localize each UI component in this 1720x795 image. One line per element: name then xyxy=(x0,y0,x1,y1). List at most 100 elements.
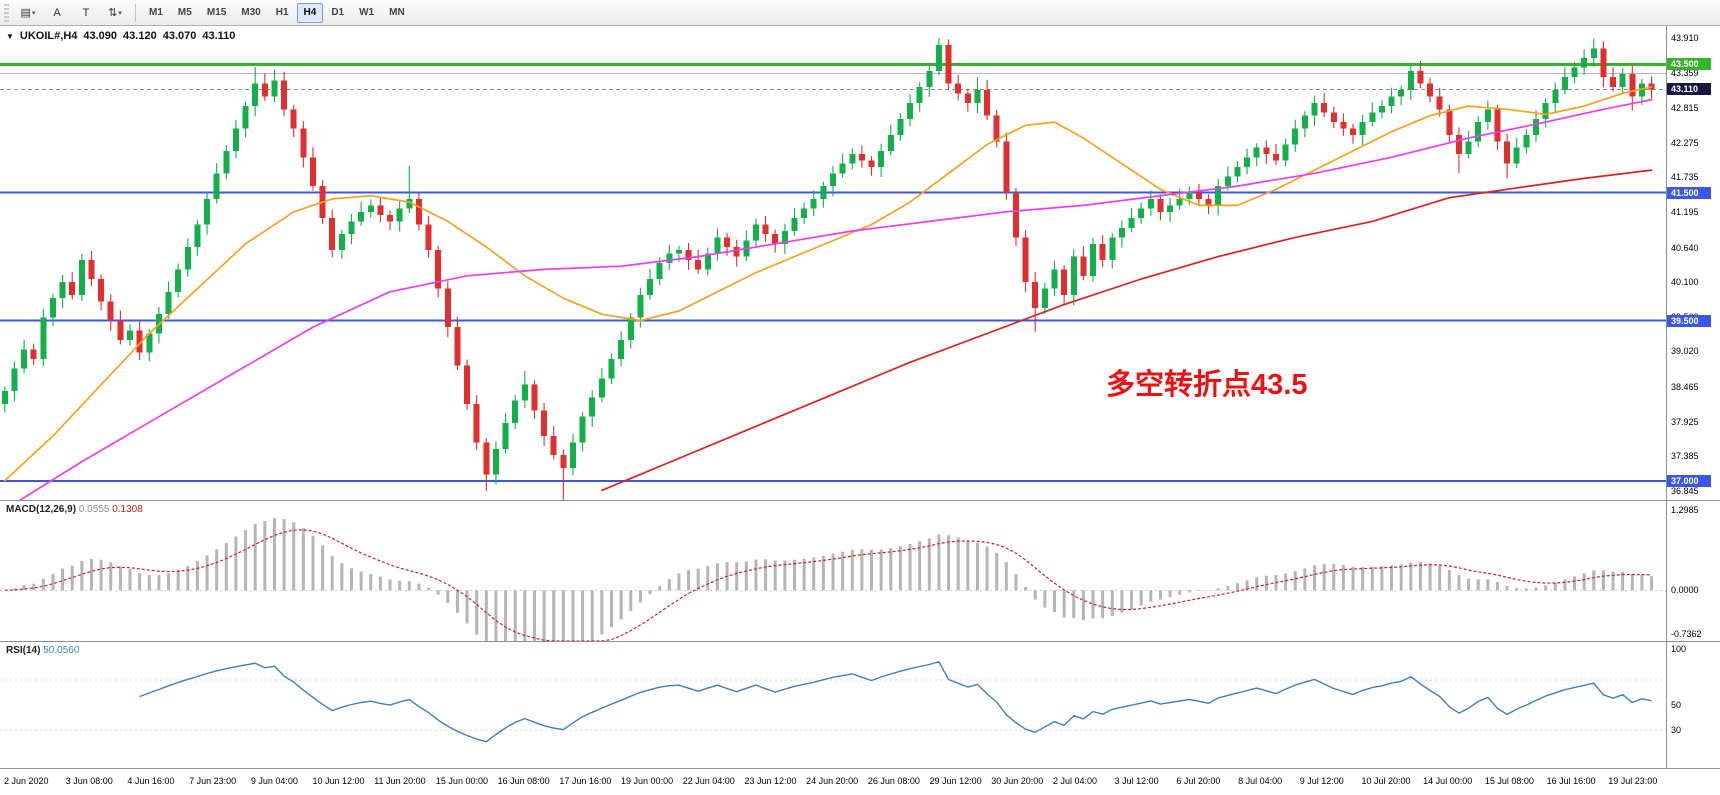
candle xyxy=(1109,233,1115,269)
candle xyxy=(445,281,451,337)
candle xyxy=(1427,78,1433,103)
timeframe-button-d1[interactable]: D1 xyxy=(324,3,351,23)
time-tick-label: 10 Jun 12:00 xyxy=(313,776,365,786)
text-annotation-icon[interactable]: A xyxy=(43,2,71,24)
candle xyxy=(1157,194,1163,220)
candle-body xyxy=(1032,282,1038,308)
timeframe-button-m30[interactable]: M30 xyxy=(234,3,267,23)
candle xyxy=(705,247,711,275)
candle xyxy=(618,331,624,366)
price-axis[interactable]: 43.91043.35942.81542.27541.73541.19540.6… xyxy=(1666,26,1720,501)
candle-body xyxy=(936,45,942,71)
candle xyxy=(300,121,306,167)
candle-body xyxy=(1523,135,1529,148)
candle-body xyxy=(1302,116,1308,129)
chart-objects-icon[interactable]: ▤▾ xyxy=(14,2,42,24)
time-axis[interactable]: 2 Jun 20203 Jun 08:004 Jun 16:007 Jun 23… xyxy=(0,769,1720,795)
candle-body xyxy=(695,260,701,270)
candle-body xyxy=(1090,244,1096,276)
collapse-triangle-icon[interactable]: ▼ xyxy=(6,32,14,41)
candle xyxy=(772,230,778,253)
candle xyxy=(695,250,701,274)
candle-body xyxy=(580,417,586,443)
candle-body xyxy=(31,349,37,359)
candle-body xyxy=(69,282,75,295)
candle-body xyxy=(1475,122,1481,141)
text-label-icon[interactable]: T xyxy=(72,2,100,24)
candle-body xyxy=(271,80,277,96)
candle xyxy=(1504,134,1510,178)
candle xyxy=(734,240,740,267)
toolbar-separator xyxy=(135,4,136,22)
macd-chart xyxy=(0,501,1666,641)
candle xyxy=(271,70,277,103)
rsi-axis[interactable]: 1005030 xyxy=(1666,642,1720,769)
rsi-tick-label: 100 xyxy=(1671,644,1686,654)
candle xyxy=(878,144,884,177)
candle-body xyxy=(657,263,663,279)
candle xyxy=(897,113,903,141)
candle-body xyxy=(1023,237,1029,282)
timeframe-button-m5[interactable]: M5 xyxy=(171,3,199,23)
timeframe-button-h1[interactable]: H1 xyxy=(269,3,296,23)
candle xyxy=(811,190,817,216)
main-chart-pane[interactable]: ▼ UKOIL#,H4 43.090 43.120 43.070 43.110 … xyxy=(0,26,1666,501)
rsi-value: 50.0560 xyxy=(43,645,79,656)
candle xyxy=(791,208,797,235)
candle xyxy=(917,82,923,111)
candle xyxy=(820,182,826,208)
candle xyxy=(406,166,412,213)
candle-body xyxy=(1398,90,1404,96)
macd-tick-label: 0.0000 xyxy=(1671,585,1699,595)
toolbar-grip[interactable] xyxy=(4,4,9,22)
close-value: 43.110 xyxy=(202,30,235,42)
candle-body xyxy=(1533,119,1539,135)
timeframe-button-h4[interactable]: H4 xyxy=(297,3,324,23)
time-tick-label: 11 Jun 20:00 xyxy=(374,776,425,786)
candle xyxy=(1389,88,1395,114)
candle-body xyxy=(1234,167,1240,177)
candle-body xyxy=(1466,141,1472,154)
candle-body xyxy=(926,71,932,87)
price-tick-label: 36.845 xyxy=(1671,486,1699,496)
rsi-label: RSI(14) 50.0560 xyxy=(6,645,79,656)
candle-body xyxy=(1051,269,1057,288)
candle-body xyxy=(483,442,489,474)
timeframe-button-m1[interactable]: M1 xyxy=(142,3,170,23)
candle xyxy=(21,339,27,373)
timeframe-button-m15[interactable]: M15 xyxy=(200,3,233,23)
time-tick-label: 3 Jun 08:00 xyxy=(66,776,113,786)
candle-body xyxy=(1206,199,1212,205)
candle xyxy=(204,192,210,235)
annotation-text[interactable]: 多空转折点43.5 xyxy=(1106,367,1307,401)
candle-body xyxy=(204,199,210,225)
price-tick-label: 41.735 xyxy=(1671,172,1699,182)
candle xyxy=(599,368,605,402)
candle xyxy=(1292,120,1298,152)
candle-body xyxy=(464,365,470,403)
price-tick-label: 41.195 xyxy=(1671,207,1699,217)
macd-axis[interactable]: 1.29850.0000-0.7362 xyxy=(1666,501,1720,642)
scale-arrows-icon[interactable]: ⇅▾ xyxy=(101,2,129,24)
timeframe-button-w1[interactable]: W1 xyxy=(352,3,381,23)
candle xyxy=(397,201,403,231)
candle xyxy=(1100,235,1106,267)
candle xyxy=(1071,249,1077,305)
candle-body xyxy=(175,269,181,291)
macd-pane[interactable]: MACD(12,26,9) 0.0555 0.1308 xyxy=(0,501,1666,642)
candle xyxy=(98,275,104,311)
price-badge-43.500: 43.500 xyxy=(1667,58,1711,70)
candle-body xyxy=(1379,106,1385,112)
candle xyxy=(310,147,316,190)
candle xyxy=(869,156,875,176)
rsi-pane[interactable]: RSI(14) 50.0560 xyxy=(0,642,1666,769)
timeframe-button-mn[interactable]: MN xyxy=(382,3,412,23)
candle xyxy=(1138,203,1144,224)
candle-body xyxy=(647,279,653,295)
candle-body xyxy=(1080,257,1086,276)
candle xyxy=(69,272,75,299)
candle xyxy=(377,197,383,223)
time-tick-label: 26 Jun 08:00 xyxy=(868,776,920,786)
time-tick-label: 8 Jul 04:00 xyxy=(1238,776,1282,786)
candle xyxy=(416,193,422,230)
